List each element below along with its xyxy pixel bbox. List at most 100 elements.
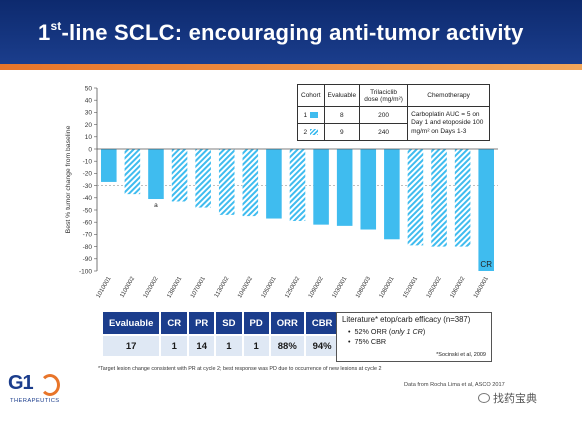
title-accent-stripe: [0, 64, 582, 70]
y-tick-label: -20: [83, 171, 93, 178]
bar-annotation: CR: [480, 260, 492, 269]
x-tick-label: 1070001: [190, 275, 207, 299]
x-tick-label: 1050002: [426, 275, 443, 299]
cohort-dose: 240: [359, 123, 409, 141]
cr-value: 1: [161, 334, 190, 356]
sd-header: SD: [216, 312, 244, 334]
x-tick-label: 1040002: [237, 275, 254, 299]
pd-header: PD: [243, 312, 271, 334]
bar: [101, 149, 117, 182]
cohort-dose: 200: [359, 106, 409, 124]
chemotherapy-cell: Carboplatin AUC = 5 on Day 1 and etoposi…: [407, 106, 491, 141]
sd-value: 1: [216, 334, 244, 356]
bar: [242, 149, 259, 217]
chemotherapy-header: Chemotherapy: [407, 84, 491, 107]
solid-swatch-icon: [310, 111, 319, 118]
bar: [313, 149, 329, 225]
x-tick-label: 1060001: [473, 275, 490, 299]
evaluable-value: 17: [103, 334, 162, 356]
bar: [124, 149, 141, 195]
bar: [195, 149, 211, 208]
bar: [148, 149, 164, 200]
literature-orr: • 52% ORR (only 1 CR): [348, 327, 426, 336]
cohort-header: Cohort: [297, 84, 325, 107]
y-tick-label: -50: [83, 207, 93, 214]
watermark: 找药宝典: [478, 390, 537, 406]
literature-cbr: • 75% CBR: [348, 336, 387, 346]
results-table: Evaluable CR PR SD PD ORR CBR 17 1 14 1 …: [103, 312, 341, 356]
y-tick-label: 10: [85, 134, 93, 141]
results-value-row: 17 1 14 1 1 88% 94%: [103, 334, 341, 356]
watermark-text: 找药宝典: [493, 393, 537, 405]
pr-value: 14: [189, 334, 217, 356]
results-header-row: Evaluable CR PR SD PD ORR CBR: [103, 312, 341, 334]
y-axis-title: Best % tumor change from baseline: [65, 125, 72, 233]
y-tick-label: -100: [79, 268, 92, 275]
x-tick-label: 1130002: [214, 275, 231, 298]
bar: [266, 149, 282, 219]
x-tick-label: 1100002: [119, 275, 136, 298]
waterfall-chart: 50 40 30 20 10 0 -10 -20 -30 -40 -50 -60 -70 -80 -90 -1…: [65, 85, 498, 299]
bar: [289, 149, 306, 221]
orr-value: 88%: [270, 334, 306, 356]
y-tick-label: -90: [83, 256, 93, 263]
bar: [218, 149, 235, 215]
cohort-table-header: Cohort Evaluable Trilaciclib dose (mg/m²…: [297, 84, 491, 107]
evaluable-header: Evaluable: [103, 312, 162, 334]
y-tick-label: -60: [83, 220, 93, 227]
cohort-id: 2: [297, 123, 325, 141]
logo-wordmark: G1: [8, 372, 34, 394]
bar: [336, 149, 353, 226]
y-tick-label: -10: [83, 159, 93, 166]
y-tick-label: -30: [83, 183, 93, 190]
literature-reference: *Socinski et al, 2009: [436, 352, 486, 358]
title-bar: 1st-line SCLC: encouraging anti-tumor ac…: [0, 0, 582, 70]
cohort-evaluable: 9: [323, 123, 361, 141]
y-tick-label: -40: [83, 195, 93, 202]
y-tick-label: 50: [85, 85, 93, 92]
bar: [478, 149, 494, 271]
x-tick-label: 1090002: [308, 275, 325, 299]
hatched-swatch-icon: [310, 128, 319, 135]
company-logo: G1 THERAPEUTICS: [8, 372, 68, 414]
orr-header: ORR: [270, 312, 306, 334]
pd-value: 1: [243, 334, 271, 356]
slide-title: 1st-line SCLC: encouraging anti-tumor ac…: [38, 18, 524, 45]
evaluable-header: Evaluable: [323, 84, 361, 107]
x-tick-label: 1020002: [143, 275, 160, 299]
y-tick-label: -80: [83, 244, 93, 251]
literature-box: Literature* etop/carb efficacy (n=387) •…: [336, 312, 492, 362]
x-tick-label: 1060002: [449, 275, 466, 299]
x-tick-label: 1520001: [402, 275, 419, 299]
y-tick-label: -70: [83, 232, 93, 239]
cohort-row: 2 9 240: [297, 123, 490, 141]
x-tick-label: 1080001: [379, 275, 396, 299]
bar: [171, 149, 188, 202]
y-tick-label: 40: [85, 98, 93, 105]
dose-header: Trilaciclib dose (mg/m²): [359, 84, 409, 107]
bar: [384, 149, 400, 240]
footnote: *Target lesion change consistent with PR…: [98, 366, 382, 372]
cohort-id: 1: [297, 106, 325, 124]
x-tick-label: 1080003: [355, 275, 372, 299]
wechat-icon: [478, 393, 490, 403]
cohort-table: Cohort Evaluable Trilaciclib dose (mg/m²…: [297, 84, 491, 141]
bar: [407, 149, 424, 246]
x-tick-label: 1030001: [332, 275, 349, 299]
bar: [431, 149, 447, 247]
pr-header: PR: [189, 312, 217, 334]
bar: [360, 149, 377, 230]
bar: [454, 149, 471, 247]
cr-header: CR: [161, 312, 190, 334]
y-tick-label: 0: [88, 146, 92, 153]
x-tick-label: 1380001: [166, 275, 183, 299]
x-tick-label: 1010001: [96, 275, 113, 299]
data-source: Data from Rocha Lima et al, ASCO 2017: [404, 382, 505, 388]
logo-ring-icon: [40, 374, 60, 396]
cohort-evaluable: 8: [323, 106, 361, 124]
bar-annotation: a: [154, 202, 158, 209]
logo-subtitle: THERAPEUTICS: [10, 398, 60, 404]
x-tick-label: 1050001: [261, 275, 278, 299]
y-tick-label: 30: [85, 110, 93, 117]
y-tick-label: 20: [85, 122, 93, 129]
